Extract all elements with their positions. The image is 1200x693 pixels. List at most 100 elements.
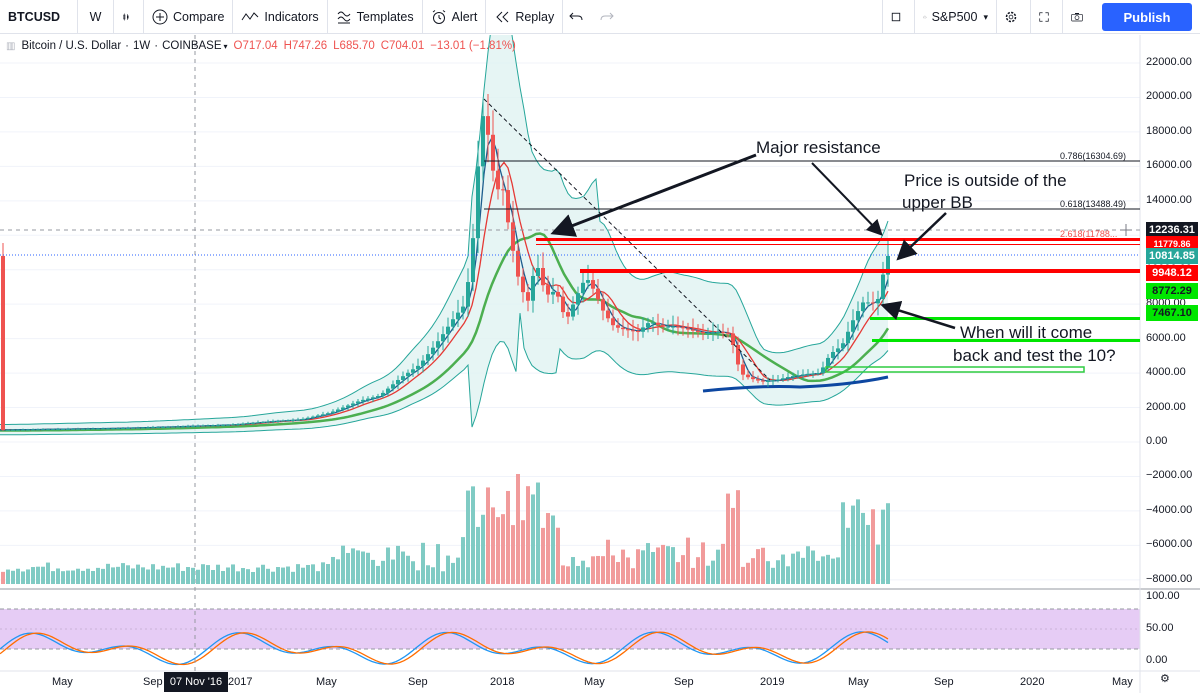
indicators-button[interactable]: Indicators bbox=[233, 0, 328, 34]
volume-bar bbox=[686, 537, 690, 584]
volume-bar bbox=[61, 571, 65, 584]
candle-body bbox=[216, 425, 220, 427]
candle-body bbox=[676, 326, 680, 328]
candle-body bbox=[236, 424, 240, 426]
right-toolbar: S&P500 ▾ bbox=[882, 0, 1096, 34]
candle-body bbox=[546, 285, 550, 295]
candle-body bbox=[576, 293, 580, 305]
candle-body bbox=[51, 429, 55, 431]
annotation-outside-bb-1[interactable]: Price is outside of the bbox=[904, 171, 1067, 190]
undo-button[interactable] bbox=[563, 0, 594, 34]
candle-body bbox=[521, 276, 525, 293]
volume-bar bbox=[86, 568, 90, 584]
candle-body bbox=[176, 426, 180, 428]
annotation-major-resistance[interactable]: Major resistance bbox=[756, 138, 881, 157]
volume-bar bbox=[776, 560, 780, 584]
volume-bar bbox=[166, 567, 170, 584]
volume-bar bbox=[221, 570, 225, 584]
annotation-test-2[interactable]: back and test the 10? bbox=[953, 346, 1116, 365]
volume-bar bbox=[91, 570, 95, 584]
cloud-icon bbox=[923, 15, 927, 19]
alert-button[interactable]: Alert bbox=[423, 0, 487, 34]
candle-body bbox=[626, 329, 630, 331]
time-axis-label: May bbox=[584, 676, 605, 688]
settings-button[interactable] bbox=[996, 0, 1030, 34]
volume-bar bbox=[256, 567, 260, 584]
candle-body bbox=[571, 304, 575, 317]
volume-bar bbox=[356, 550, 360, 584]
volume-bar bbox=[51, 571, 55, 584]
volume-bar bbox=[286, 566, 290, 584]
volume-bar bbox=[496, 517, 500, 584]
volume-bar bbox=[856, 499, 860, 584]
volume-bar bbox=[311, 564, 315, 584]
candle-body bbox=[641, 327, 645, 332]
compare-button[interactable]: Compare bbox=[144, 0, 234, 34]
candle-body bbox=[371, 397, 375, 399]
candle-body bbox=[131, 427, 135, 429]
publish-button[interactable]: Publish bbox=[1102, 3, 1192, 31]
volume-bar bbox=[346, 552, 350, 584]
chart-style-button[interactable] bbox=[114, 0, 144, 34]
interval-button[interactable]: W bbox=[78, 0, 114, 34]
volume-bar bbox=[866, 524, 870, 584]
volume-bar bbox=[366, 552, 370, 584]
gear-icon bbox=[1005, 11, 1017, 23]
candle-body bbox=[446, 326, 450, 335]
candle-body bbox=[871, 302, 875, 304]
fib-786-label: 0.786(16304.69) bbox=[1060, 151, 1127, 161]
candle-body bbox=[6, 429, 10, 431]
volume-bar bbox=[151, 564, 155, 584]
time-axis-label: May bbox=[1112, 676, 1133, 688]
candle-body bbox=[716, 332, 720, 334]
volume-bar bbox=[531, 494, 535, 584]
candle-body bbox=[201, 425, 205, 427]
volume-bar bbox=[846, 527, 850, 584]
candle-body bbox=[291, 420, 295, 422]
settings-watermark-icon[interactable]: ⚙ bbox=[1160, 673, 1170, 685]
volume-bar bbox=[801, 557, 805, 584]
volume-bar bbox=[446, 555, 450, 584]
camera-icon bbox=[1071, 13, 1083, 22]
candle-body bbox=[776, 379, 780, 381]
candle-body bbox=[861, 302, 865, 312]
price-axis-label: 14000.00 bbox=[1146, 193, 1192, 206]
symbol-search[interactable]: BTCUSD bbox=[0, 0, 78, 34]
time-axis-label: 2020 bbox=[1020, 676, 1045, 688]
volume-bar bbox=[41, 566, 45, 584]
volume-bar bbox=[836, 557, 840, 584]
candle-body bbox=[731, 333, 735, 345]
resistance-line-top bbox=[536, 238, 1140, 241]
crosshair-price-tag: 12236.31 bbox=[1146, 222, 1198, 238]
candle-body bbox=[766, 380, 770, 382]
snapshot-button[interactable] bbox=[1062, 0, 1096, 34]
templates-button[interactable]: Templates bbox=[328, 0, 423, 34]
fullscreen-button[interactable] bbox=[1030, 0, 1062, 34]
volume-bar bbox=[6, 569, 10, 584]
annotation-test-1[interactable]: When will it come bbox=[960, 323, 1093, 342]
candle-body bbox=[726, 332, 730, 334]
chart-legend[interactable]: ▥ Bitcoin / U.S. Dollar · 1W · COINBASE … bbox=[6, 40, 516, 52]
candles-icon bbox=[123, 13, 129, 20]
candle-body bbox=[426, 354, 430, 361]
volume-bar bbox=[831, 558, 835, 584]
chevron-down-icon: ▾ bbox=[983, 11, 988, 22]
ma-long-blue-line bbox=[702, 375, 889, 393]
compare-symbol-dropdown[interactable]: S&P500 ▾ bbox=[914, 0, 996, 34]
indicators-icon bbox=[242, 11, 259, 20]
replay-button[interactable]: Replay bbox=[486, 0, 564, 34]
redo-button[interactable] bbox=[594, 0, 625, 34]
volume-bar bbox=[726, 493, 730, 584]
candle-body bbox=[606, 310, 610, 319]
candle-body bbox=[366, 398, 370, 400]
annotation-outside-bb-2[interactable]: upper BB bbox=[902, 193, 973, 212]
volume-bar bbox=[721, 543, 725, 584]
volume-bar bbox=[636, 549, 640, 584]
volume-bar bbox=[581, 560, 585, 584]
price-chart[interactable] bbox=[0, 35, 1200, 693]
bollinger-upper bbox=[0, 35, 889, 425]
layout-button[interactable] bbox=[882, 0, 914, 34]
volume-bar bbox=[231, 564, 235, 584]
bollinger-lower bbox=[0, 313, 889, 436]
candle-body bbox=[116, 428, 120, 430]
